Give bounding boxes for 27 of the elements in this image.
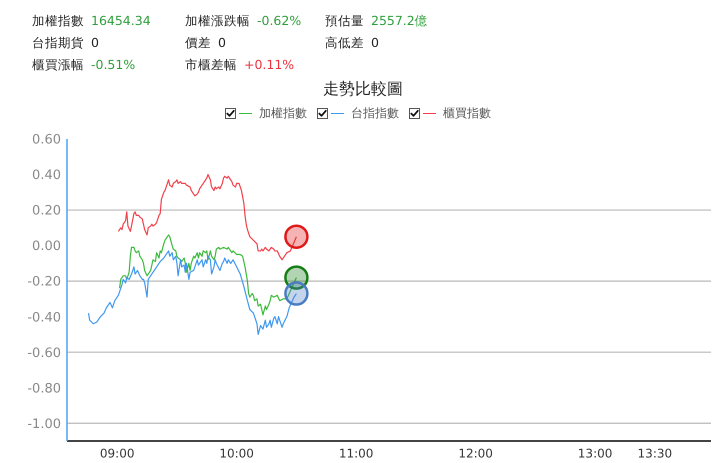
y-tick-label: -1.00 (27, 416, 61, 432)
chart-title: 走勢比較圖 (322, 79, 404, 99)
y-tick-label: 0.60 (32, 132, 61, 148)
legend-label: 加權指數 (259, 105, 307, 121)
y-tick-label: -0.80 (27, 381, 61, 396)
x-tick-label: 12:00 (458, 446, 493, 461)
x-tick-label: 10:00 (219, 446, 254, 461)
x-tick-label: 11:00 (338, 446, 374, 461)
text: 市櫃差幅 +0.11% (185, 57, 294, 73)
y-tick-label: -0.60 (27, 346, 61, 361)
text: 加權漲跌幅 -0.62% (185, 13, 302, 29)
text: 台指期貨 0 (32, 35, 99, 51)
legend-label: 櫃買指數 (443, 105, 491, 121)
x-tick-label: 13:30 (638, 446, 672, 461)
x-tick-label: 09:00 (100, 446, 134, 461)
y-tick-label: 0.40 (32, 168, 61, 184)
legend-label: 台指指數 (351, 105, 399, 121)
y-tick-label: -0.20 (27, 274, 61, 290)
text: 櫃買漲幅 -0.51% (32, 57, 136, 73)
x-tick-label: 13:00 (578, 446, 612, 461)
text: 價差 0 (185, 35, 226, 51)
text: 加權指數 16454.34 (32, 13, 151, 29)
text: 高低差 0 (325, 35, 379, 51)
y-tick-label: 0.00 (32, 239, 61, 254)
text: 預估量 2557.2億 (325, 13, 428, 29)
y-tick-label: 0.20 (32, 204, 61, 219)
y-tick-label: -0.40 (27, 310, 61, 326)
